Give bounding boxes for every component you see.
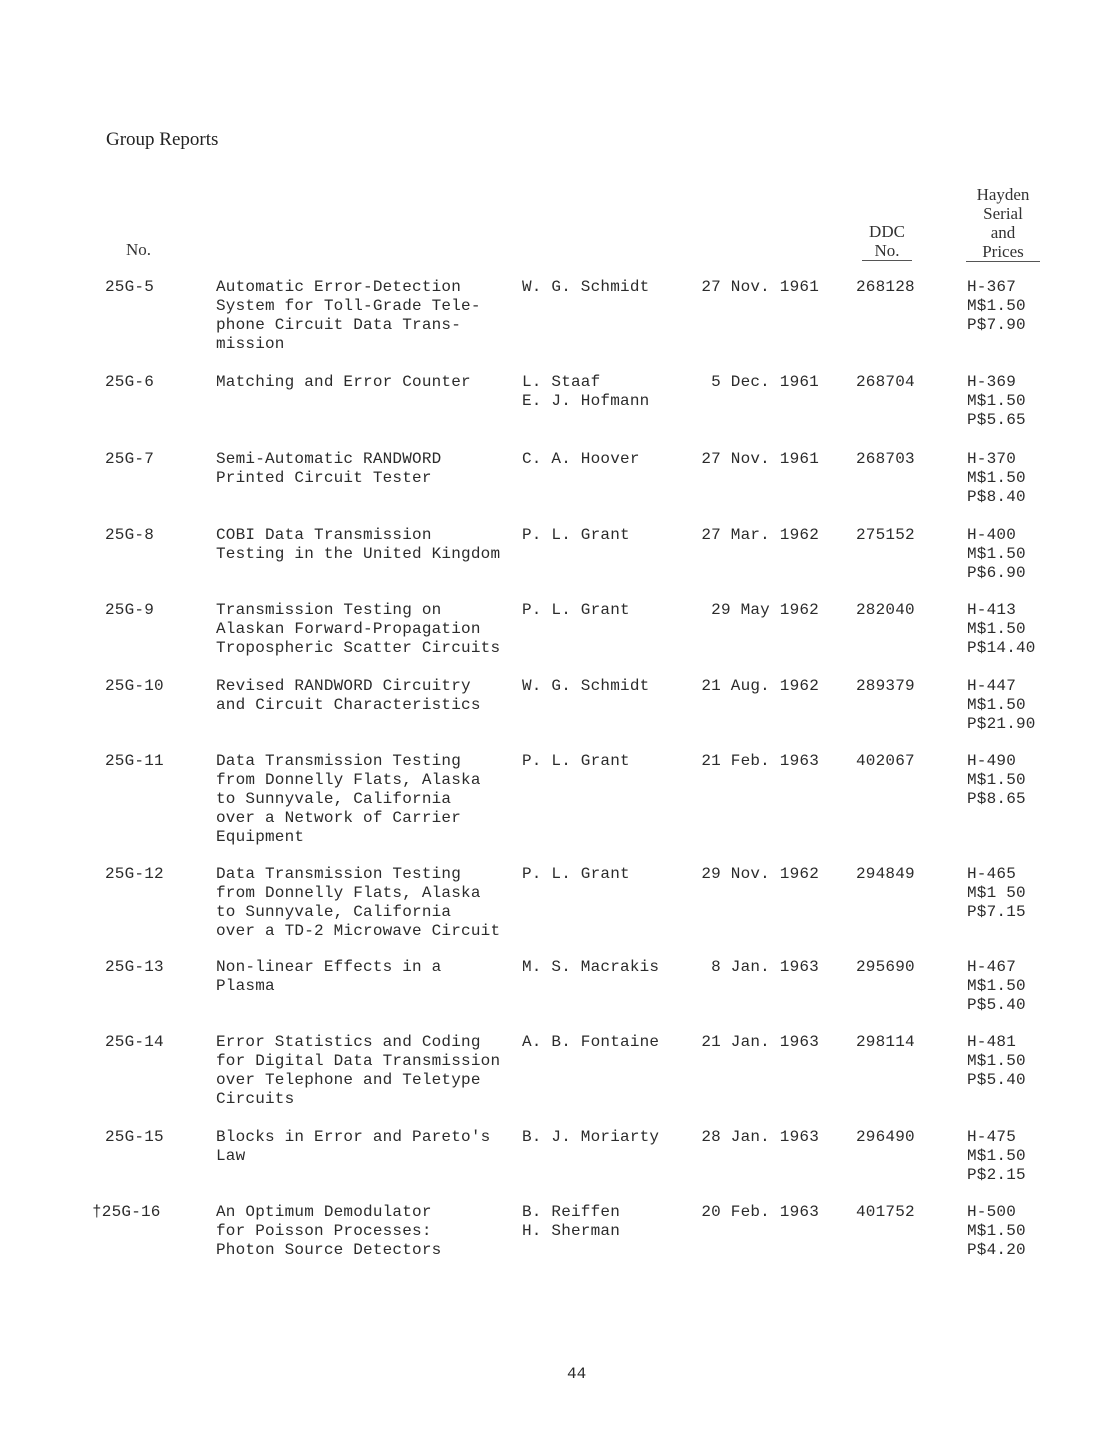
ddc-number: 282040 — [856, 601, 915, 619]
hayden-prices: H-500 M$1.50 P$4.20 — [967, 1203, 1026, 1259]
table-row: 25G-12 Data Transmission Testing from Don… — [0, 865, 1093, 940]
report-title: Data Transmission Testing from Donnelly … — [216, 752, 481, 846]
hayden-prices: H-467 M$1.50 P$5.40 — [967, 958, 1026, 1014]
table-row: †25G-16 An Optimum Demodulator for Poisso… — [0, 1203, 1093, 1259]
page-number: 44 — [567, 1365, 587, 1383]
report-number: 25G-12 — [105, 865, 164, 883]
ddc-number: 268703 — [856, 450, 915, 468]
report-author: W. G. Schmidt — [522, 677, 650, 695]
report-title: Blocks in Error and Pareto's Law — [216, 1128, 491, 1165]
report-title: Non-linear Effects in a Plasma — [216, 958, 442, 995]
report-author: P. L. Grant — [522, 601, 630, 619]
column-header-ddc: DDC No. — [862, 222, 912, 261]
report-author: W. G. Schmidt — [522, 278, 650, 296]
ddc-number: 289379 — [856, 677, 915, 695]
section-heading: Group Reports — [106, 129, 219, 150]
column-header-ddc-line: DDC — [869, 222, 905, 241]
report-date: 20 Feb. 1963 — [701, 1203, 819, 1221]
report-date: 29 Nov. 1962 — [701, 865, 819, 883]
report-author: P. L. Grant — [522, 865, 630, 883]
report-title: Automatic Error-Detection System for Tol… — [216, 278, 481, 353]
report-author: P. L. Grant — [522, 752, 630, 770]
column-header-hayden-line: Prices — [966, 242, 1040, 262]
hayden-prices: H-367 M$1.50 P$7.90 — [967, 278, 1026, 334]
report-date: 28 Jan. 1963 — [701, 1128, 819, 1146]
report-date: 27 Nov. 1961 — [701, 450, 819, 468]
report-author: L. Staaf E. J. Hofmann — [522, 373, 650, 410]
report-author: C. A. Hoover — [522, 450, 640, 468]
hayden-prices: H-413 M$1.50 P$14.40 — [967, 601, 1036, 657]
ddc-number: 296490 — [856, 1128, 915, 1146]
ddc-number: 295690 — [856, 958, 915, 976]
ddc-number: 402067 — [856, 752, 915, 770]
report-date: 21 Feb. 1963 — [701, 752, 819, 770]
report-number: 25G-5 — [105, 278, 155, 296]
column-header-ddc-line: No. — [862, 241, 912, 261]
report-number: 25G-6 — [105, 373, 155, 391]
report-number: †25G-16 — [92, 1203, 161, 1221]
report-number: 25G-13 — [105, 958, 164, 976]
table-row: 25G-8 COBI Data Transmission Testing in t… — [0, 526, 1093, 582]
report-author: B. Reiffen H. Sherman — [522, 1203, 621, 1240]
report-title: COBI Data Transmission Testing in the Un… — [216, 526, 501, 563]
report-date: 27 Nov. 1961 — [701, 278, 819, 296]
table-row: 25G-11 Data Transmission Testing from Don… — [0, 752, 1093, 846]
table-row: 25G-15 Blocks in Error and Pareto's Law B.… — [0, 1128, 1093, 1184]
report-date: 21 Jan. 1963 — [701, 1033, 819, 1051]
table-row: 25G-5 Automatic Error-Detection System fo… — [0, 278, 1093, 353]
report-title: Error Statistics and Coding for Digital … — [216, 1033, 501, 1108]
table-row: 25G-10 Revised RANDWORD Circuitry and Cir… — [0, 677, 1093, 733]
ddc-number: 275152 — [856, 526, 915, 544]
report-number: 25G-7 — [105, 450, 155, 468]
ddc-number: 268128 — [856, 278, 915, 296]
ddc-number: 401752 — [856, 1203, 915, 1221]
table-row: 25G-6 Matching and Error Counter L. Staaf … — [0, 373, 1093, 429]
hayden-prices: H-369 M$1.50 P$5.65 — [967, 373, 1026, 429]
ddc-number: 298114 — [856, 1033, 915, 1051]
report-date: 27 Mar. 1962 — [701, 526, 819, 544]
report-number: 25G-8 — [105, 526, 155, 544]
report-number: 25G-9 — [105, 601, 155, 619]
report-author: M. S. Macrakis — [522, 958, 660, 976]
report-number: 25G-11 — [105, 752, 164, 770]
report-date: 8 Jan. 1963 — [711, 958, 819, 976]
report-date: 21 Aug. 1962 — [701, 677, 819, 695]
hayden-prices: H-370 M$1.50 P$8.40 — [967, 450, 1026, 506]
report-title: Revised RANDWORD Circuitry and Circuit C… — [216, 677, 481, 714]
hayden-prices: H-481 M$1.50 P$5.40 — [967, 1033, 1026, 1089]
report-author: B. J. Moriarty — [522, 1128, 660, 1146]
report-author: A. B. Fontaine — [522, 1033, 660, 1051]
ddc-number: 268704 — [856, 373, 915, 391]
ddc-number: 294849 — [856, 865, 915, 883]
table-row: 25G-9 Transmission Testing on Alaskan For… — [0, 601, 1093, 657]
hayden-prices: H-465 M$1 50 P$7.15 — [967, 865, 1026, 921]
column-header-hayden-line: Serial — [983, 204, 1023, 223]
column-header-hayden: Hayden Serial and Prices — [966, 185, 1040, 262]
hayden-prices: H-447 M$1.50 P$21.90 — [967, 677, 1036, 733]
report-title: Matching and Error Counter — [216, 373, 471, 391]
report-title: Data Transmission Testing from Donnelly … — [216, 865, 501, 940]
table-row: 25G-7 Semi-Automatic RANDWORD Printed Cir… — [0, 450, 1093, 506]
hayden-prices: H-475 M$1.50 P$2.15 — [967, 1128, 1026, 1184]
report-author: P. L. Grant — [522, 526, 630, 544]
report-date: 5 Dec. 1961 — [711, 373, 819, 391]
column-header-hayden-line: and — [990, 223, 1016, 242]
column-header-no: No. — [126, 240, 152, 259]
report-title: Transmission Testing on Alaskan Forward-… — [216, 601, 501, 657]
report-title: Semi-Automatic RANDWORD Printed Circuit … — [216, 450, 442, 487]
report-number: 25G-15 — [105, 1128, 164, 1146]
report-number: 25G-10 — [105, 677, 164, 695]
report-title: An Optimum Demodulator for Poisson Proce… — [216, 1203, 442, 1259]
report-number: 25G-14 — [105, 1033, 164, 1051]
hayden-prices: H-490 M$1.50 P$8.65 — [967, 752, 1026, 808]
table-row: 25G-13 Non-linear Effects in a Plasma M. S… — [0, 958, 1093, 1014]
hayden-prices: H-400 M$1.50 P$6.90 — [967, 526, 1026, 582]
report-date: 29 May 1962 — [711, 601, 819, 619]
column-header-hayden-line: Hayden — [976, 185, 1030, 204]
table-row: 25G-14 Error Statistics and Coding for Di… — [0, 1033, 1093, 1108]
